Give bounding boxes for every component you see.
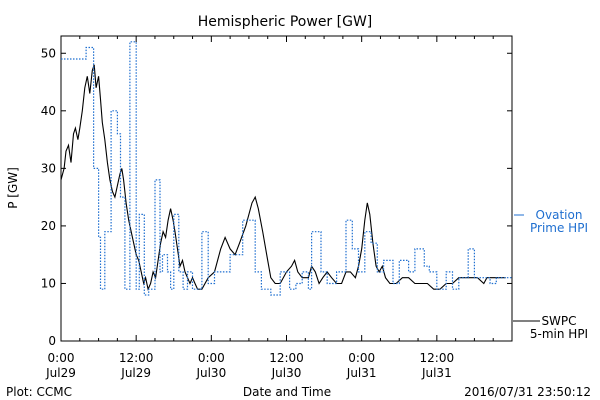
series-layer bbox=[60, 41, 512, 296]
x-tick-time-label: 0:00 bbox=[348, 351, 375, 365]
y-tick-label: 50 bbox=[41, 46, 56, 60]
plot-area-frame bbox=[60, 35, 513, 342]
y-tick-label: 0 bbox=[48, 334, 56, 348]
x-tick-date-label: Jul29 bbox=[45, 366, 76, 380]
legend-label: Prime HPI bbox=[530, 221, 588, 235]
x-tick-date-label: Jul30 bbox=[195, 366, 226, 380]
y-tick-label: 20 bbox=[41, 219, 56, 233]
x-tick-time-label: 12:00 bbox=[119, 351, 154, 365]
y-tick-label: 40 bbox=[41, 104, 56, 118]
y-tick-label: 10 bbox=[41, 276, 56, 290]
x-tick-date-label: Jul31 bbox=[346, 366, 377, 380]
x-tick-date-label: Jul30 bbox=[271, 366, 302, 380]
legend-label: 5-min HPI bbox=[530, 327, 588, 341]
x-axis-label: Date and Time bbox=[243, 385, 331, 399]
plot-timestamp: 2016/07/31 23:50:12 bbox=[464, 385, 591, 399]
x-tick-date-label: Jul31 bbox=[421, 366, 452, 380]
legend-label: Ovation bbox=[536, 208, 583, 222]
x-tick-date-label: Jul29 bbox=[120, 366, 151, 380]
chart-title: Hemispheric Power [GW] bbox=[198, 14, 373, 30]
series-line-swpc bbox=[60, 64, 506, 291]
x-tick-time-label: 0:00 bbox=[48, 351, 75, 365]
x-tick-time-label: 0:00 bbox=[198, 351, 225, 365]
x-tick-time-label: 12:00 bbox=[269, 351, 304, 365]
y-axis: 0 10 20 30 40 50 bbox=[41, 46, 512, 348]
y-axis-label: P [GW] bbox=[6, 167, 20, 209]
series-line-ovation bbox=[61, 41, 512, 296]
legend-label: SWPC bbox=[541, 314, 576, 328]
plot-credit: Plot: CCMC bbox=[6, 385, 72, 399]
y-tick-label: 30 bbox=[41, 161, 56, 175]
x-axis: 0:00Jul2912:00Jul290:00Jul3012:00Jul300:… bbox=[45, 36, 513, 380]
x-tick-time-label: 12:00 bbox=[420, 351, 455, 365]
